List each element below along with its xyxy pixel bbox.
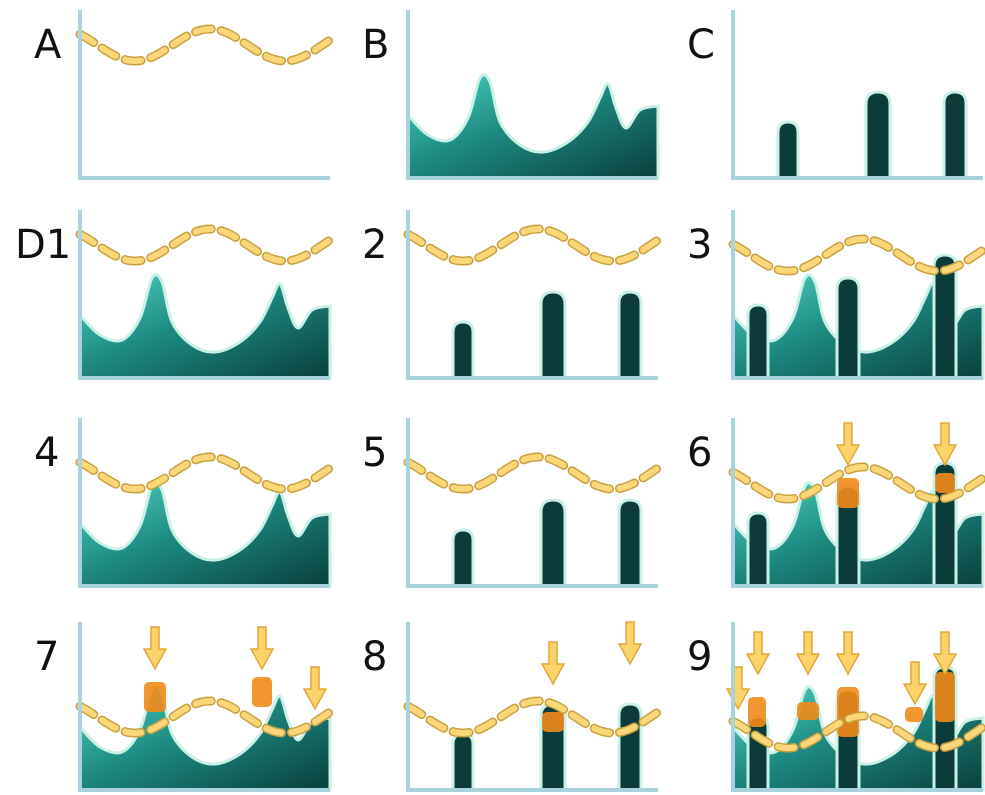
peak-bar bbox=[835, 276, 861, 380]
peak-bar bbox=[617, 290, 643, 380]
panel-label: 6 bbox=[687, 430, 712, 476]
dashed-wave-fill bbox=[77, 25, 333, 65]
arrow bbox=[902, 661, 928, 706]
panel-label: 5 bbox=[362, 430, 387, 476]
panel-label: C bbox=[687, 22, 715, 68]
arrow bbox=[540, 641, 566, 686]
panel-label: 3 bbox=[687, 222, 712, 268]
highlight bbox=[905, 707, 923, 722]
axes bbox=[406, 210, 658, 380]
axes bbox=[78, 210, 330, 380]
axes bbox=[406, 10, 658, 180]
dashed-wave-fill bbox=[405, 453, 661, 493]
arrow bbox=[725, 666, 751, 711]
arrow bbox=[835, 631, 861, 676]
dashed-wave-fill bbox=[77, 453, 333, 493]
panel-label: 8 bbox=[362, 634, 387, 680]
dashed-wave-fill bbox=[405, 225, 661, 265]
axes bbox=[406, 622, 658, 792]
peak-bar bbox=[539, 498, 567, 588]
peak-bar bbox=[617, 702, 643, 792]
arrow bbox=[932, 422, 958, 467]
peak-bar bbox=[776, 120, 800, 180]
highlight bbox=[837, 687, 859, 737]
arrow bbox=[795, 631, 821, 676]
highlight bbox=[252, 677, 272, 707]
arrow bbox=[932, 631, 958, 676]
axes bbox=[731, 622, 983, 792]
peak-bar bbox=[451, 528, 475, 588]
arrow bbox=[835, 422, 861, 467]
panel bbox=[731, 10, 983, 180]
peak-bar bbox=[539, 290, 567, 380]
peak-bar bbox=[617, 498, 643, 588]
axes bbox=[406, 418, 658, 588]
peak-bar bbox=[746, 303, 770, 380]
dashed-wave-fill bbox=[405, 697, 661, 737]
panel-label: 7 bbox=[34, 634, 59, 680]
panel bbox=[728, 418, 985, 588]
dashed-wave-fill bbox=[730, 235, 985, 275]
panel bbox=[403, 210, 663, 380]
axes bbox=[731, 418, 983, 588]
peak-bar bbox=[746, 511, 770, 588]
arrow bbox=[745, 631, 771, 676]
highlight bbox=[542, 712, 564, 732]
highlight bbox=[935, 672, 955, 722]
panel-label: B bbox=[362, 22, 389, 68]
highlight bbox=[144, 682, 166, 712]
peak-bar bbox=[864, 90, 892, 180]
peak-bar bbox=[451, 320, 475, 380]
highlight bbox=[837, 478, 859, 508]
panel-label: A bbox=[34, 22, 62, 68]
highlight bbox=[797, 702, 819, 720]
panel bbox=[403, 621, 663, 792]
panel-label: 9 bbox=[687, 634, 712, 680]
dashed-wave-fill bbox=[730, 712, 985, 752]
dashed-wave-fill bbox=[730, 463, 985, 503]
panel-label: D1 bbox=[15, 222, 71, 268]
panel bbox=[75, 210, 335, 380]
highlight bbox=[935, 473, 955, 493]
arrow bbox=[142, 626, 168, 671]
axes bbox=[731, 10, 983, 180]
area-signal bbox=[78, 273, 332, 380]
axes bbox=[78, 10, 330, 180]
area-signal bbox=[78, 481, 332, 588]
axes bbox=[731, 210, 983, 380]
peak-bar bbox=[942, 90, 968, 180]
dashed-wave-fill bbox=[77, 225, 333, 265]
panel-label: 2 bbox=[362, 222, 387, 268]
panel-label: 4 bbox=[34, 430, 59, 476]
panel bbox=[728, 210, 985, 380]
peak-bar bbox=[746, 715, 770, 792]
axes bbox=[78, 418, 330, 588]
panel bbox=[75, 10, 335, 180]
dashed-wave-fill bbox=[77, 697, 333, 737]
arrow bbox=[617, 621, 643, 666]
highlight bbox=[748, 697, 766, 727]
panel bbox=[75, 418, 335, 588]
area-signal bbox=[406, 73, 660, 180]
panel bbox=[725, 622, 985, 792]
panel bbox=[406, 10, 660, 180]
axes bbox=[78, 622, 330, 792]
panel bbox=[403, 418, 663, 588]
arrow bbox=[249, 626, 275, 671]
panel bbox=[75, 622, 335, 792]
arrow bbox=[302, 666, 328, 711]
peak-bar bbox=[451, 732, 475, 792]
